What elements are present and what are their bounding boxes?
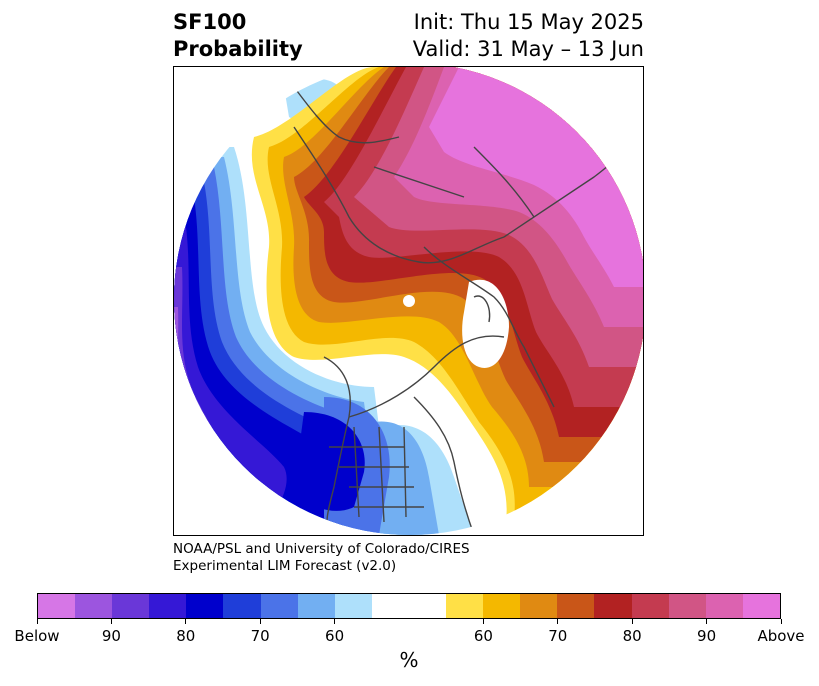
colorbar-segment: [297, 594, 335, 618]
colorbar-segment: [149, 594, 187, 618]
colorbar-segment: [186, 594, 224, 618]
credit-line-2: Experimental LIM Forecast (v2.0): [173, 558, 397, 574]
colorbar-segment: [38, 594, 76, 618]
colorbar-segment: [742, 594, 780, 618]
probability-title: Probability: [173, 37, 303, 61]
colorbar-tick-label: 70: [548, 627, 568, 645]
colorbar-segment: [75, 594, 113, 618]
colorbar-tick-mark: [185, 619, 187, 624]
colorbar-tick-label: 60: [473, 627, 493, 645]
colorbar-segment: [223, 594, 261, 618]
colorbar-segment: [112, 594, 150, 618]
above-normal-region: [251, 67, 643, 535]
colorbar-segment: [631, 594, 669, 618]
colorbar-tick-label: 90: [101, 627, 121, 645]
map-panel: [173, 66, 644, 536]
colorbar-segment: [594, 594, 632, 618]
colorbar-segment: [705, 594, 743, 618]
colorbar-tick-label: Below: [14, 627, 60, 645]
colorbar-tick-label: 60: [325, 627, 345, 645]
colorbar-tick-mark: [780, 619, 782, 624]
colorbar-segment: [371, 594, 447, 618]
title-block-left: SF100 Probability: [173, 9, 303, 63]
colorbar-tick-mark: [334, 619, 336, 624]
colorbar-tick-mark: [482, 619, 484, 624]
colorbar-segment: [446, 594, 484, 618]
colorbar-segment: [483, 594, 521, 618]
colorbar-tick-label: 70: [250, 627, 270, 645]
colorbar-segment: [668, 594, 706, 618]
colorbar-tick-mark: [706, 619, 708, 624]
colorbar-segment: [260, 594, 298, 618]
colorbar-tick-mark: [36, 619, 38, 624]
colorbar-tick-label: 90: [697, 627, 717, 645]
credit-text: NOAA/PSL and University of Colorado/CIRE…: [173, 541, 470, 575]
colorbar-segment: [557, 594, 595, 618]
colorbar-segment: [334, 594, 372, 618]
valid-range: Valid: 31 May – 13 Jun: [412, 37, 644, 61]
colorbar-tick-mark: [259, 619, 261, 624]
colorbar-tick-mark: [631, 619, 633, 624]
colorbar-tick-label: 80: [176, 627, 196, 645]
colorbar-unit-label: %: [399, 648, 419, 672]
variable-title: SF100: [173, 10, 247, 34]
title-block-right: Init: Thu 15 May 2025 Valid: 31 May – 13 …: [413, 9, 644, 63]
init-date: Init: Thu 15 May 2025: [413, 10, 644, 34]
probability-map: [174, 67, 643, 535]
colorbar-segment: [520, 594, 558, 618]
colorbar-tick-label: 80: [622, 627, 642, 645]
credit-line-1: NOAA/PSL and University of Colorado/CIRE…: [173, 541, 470, 557]
colorbar: [37, 593, 781, 619]
colorbar-tick-label: Above: [757, 627, 805, 645]
colorbar-tick-mark: [110, 619, 112, 624]
colorbar-tick-mark: [557, 619, 559, 624]
